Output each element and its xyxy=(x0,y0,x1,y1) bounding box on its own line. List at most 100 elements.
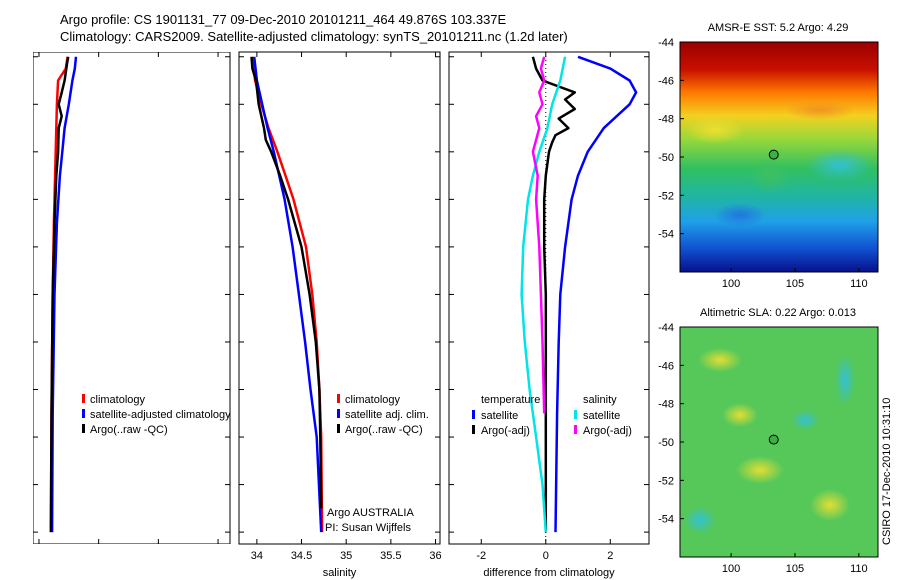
legend-label: satellite xyxy=(481,410,518,422)
map-y-tick-label: -52 xyxy=(658,190,674,202)
legend-swatch xyxy=(337,394,340,403)
plot-frame xyxy=(33,52,231,544)
map-y-tick-label: -52 xyxy=(658,475,674,487)
map-x-tick-label: 100 xyxy=(722,563,740,575)
sla-high-patch xyxy=(736,456,784,484)
x-tick-label: 20 xyxy=(152,550,164,562)
sst-green-patch xyxy=(748,157,792,193)
y-tick-label: 1200 xyxy=(4,337,28,349)
y-tick-label: 800 xyxy=(10,242,28,254)
temperature-panel: 0 10 20 30 temperature 0 200 400 600 800 1000 1200 1… xyxy=(4,52,231,579)
legend-swatch xyxy=(472,410,475,419)
annotation-line: Argo AUSTRALIA xyxy=(327,507,414,519)
series-line-salinity-satellite xyxy=(520,56,567,533)
salinity-panel: 34 34.5 35 35.5 36 salinity climatology satelli… xyxy=(238,51,442,579)
sla-high-patch xyxy=(698,348,742,372)
legend-swatch xyxy=(472,425,475,434)
y-tick-label: 1800 xyxy=(4,480,28,492)
map-y-tick-label: -46 xyxy=(658,360,674,372)
legend-header: temperature xyxy=(481,394,540,406)
y-tick-label: 2000 xyxy=(4,527,28,539)
y-tick-label: 0 xyxy=(22,52,28,64)
sla-high-patch xyxy=(722,403,758,427)
sla-axes: 100 105 110 -44 -46 -48 -50 -52 -54 xyxy=(658,322,868,575)
map-y-tick-label: -54 xyxy=(658,229,674,241)
y-tick-label: 600 xyxy=(10,194,28,206)
sst-map-title: AMSR-E SST: 5.2 Argo: 4.29 xyxy=(708,22,849,34)
map-y-tick-label: -46 xyxy=(658,75,674,87)
legend-label: climatology xyxy=(345,394,401,406)
sst-warm-patch xyxy=(685,116,745,144)
series-line-satellite-adjusted-climatology xyxy=(50,56,78,533)
y-tick-label: 1000 xyxy=(4,289,28,301)
x-tick-label: 0 xyxy=(543,550,549,562)
legend-swatch xyxy=(82,409,85,418)
sla-high-patch xyxy=(810,489,850,521)
x-axis-label: difference from climatology xyxy=(483,567,615,579)
map-y-tick-label: -44 xyxy=(658,37,674,49)
series-line-salinity-argo-adj- xyxy=(531,56,546,414)
plot-frame xyxy=(238,51,441,545)
legend-label: Argo(..raw -QC) xyxy=(345,424,423,436)
series-line-temperature-argo-adj- xyxy=(531,56,577,533)
map-x-tick-label: 110 xyxy=(850,563,868,575)
sla-float-marker xyxy=(768,434,779,445)
x-tick-label: 2 xyxy=(607,550,613,562)
map-y-tick-label: -48 xyxy=(658,114,674,126)
map-x-tick-label: 100 xyxy=(722,278,740,290)
legend-header: salinity xyxy=(583,394,617,406)
map-y-tick-label: -50 xyxy=(658,152,674,164)
legend-label: Argo(-adj) xyxy=(583,425,632,437)
x-tick-label: 34 xyxy=(251,550,263,562)
sst-map: AMSR-E SST: 5.2 Argo: 4.29 100 105 110 -44 -… xyxy=(658,22,879,290)
series-line-satellite-adj-clim- xyxy=(252,56,323,533)
sla-low-patch xyxy=(835,354,855,406)
x-tick-label: 34.5 xyxy=(291,550,312,562)
legend-label: climatology xyxy=(90,394,146,406)
annotation-line: PI: Susan Wijffels xyxy=(325,522,411,534)
legend-swatch xyxy=(82,424,85,433)
sla-low-patch xyxy=(791,410,819,430)
y-tick-label: 400 xyxy=(10,147,28,159)
figure-subtitle: Climatology: CARS2009. Satellite-adjuste… xyxy=(60,29,568,44)
series-line-argo-raw-qc- xyxy=(49,56,70,533)
x-tick-label: 30 xyxy=(212,550,224,562)
sst-front-patch xyxy=(784,100,856,120)
sla-low-patch xyxy=(684,506,716,534)
legend-swatch xyxy=(574,410,577,419)
legend-label: satellite-adjusted climatology xyxy=(90,409,231,421)
x-tick-label: 10 xyxy=(93,550,105,562)
credit-stamp: CSIRO 17-Dec-2010 10:31:10 xyxy=(881,398,893,545)
difference-panel: -2 0 2 difference from climatology temperatu… xyxy=(448,51,650,579)
map-y-tick-label: -50 xyxy=(658,437,674,449)
legend-swatch xyxy=(82,394,85,403)
sst-cold-patch xyxy=(714,203,766,227)
x-tick-label: 35 xyxy=(340,550,352,562)
sla-map: Altimetric SLA: 0.22 Argo: 0.013 100 105 1… xyxy=(658,307,879,575)
series-line-argo-raw-qc- xyxy=(250,56,323,509)
map-y-tick-label: -54 xyxy=(658,514,674,526)
plot-frame xyxy=(448,51,650,545)
x-axis-label: salinity xyxy=(323,567,357,579)
legend-swatch xyxy=(574,425,577,434)
map-x-tick-label: 105 xyxy=(786,563,804,575)
y-tick-label: 1400 xyxy=(4,385,28,397)
map-y-tick-label: -48 xyxy=(658,399,674,411)
legend-swatch xyxy=(337,409,340,418)
legend-swatch xyxy=(337,424,340,433)
x-axis-label: temperature xyxy=(102,567,161,579)
y-tick-label: 1600 xyxy=(4,432,28,444)
x-tick-label: 0 xyxy=(36,550,42,562)
figure-title: Argo profile: CS 1901131_77 09-Dec-2010 … xyxy=(60,12,507,27)
sst-cool-patch xyxy=(806,149,874,181)
sst-float-marker xyxy=(768,149,779,160)
legend-label: satellite xyxy=(583,410,620,422)
series-line-temperature-satellite xyxy=(554,55,638,533)
y-tick-label: 200 xyxy=(10,99,28,111)
map-x-tick-label: 110 xyxy=(850,278,868,290)
legend-label: Argo(-adj) xyxy=(481,425,530,437)
x-tick-label: 35.5 xyxy=(380,550,401,562)
sla-map-title: Altimetric SLA: 0.22 Argo: 0.013 xyxy=(700,307,856,319)
map-y-tick-label: -44 xyxy=(658,322,674,334)
